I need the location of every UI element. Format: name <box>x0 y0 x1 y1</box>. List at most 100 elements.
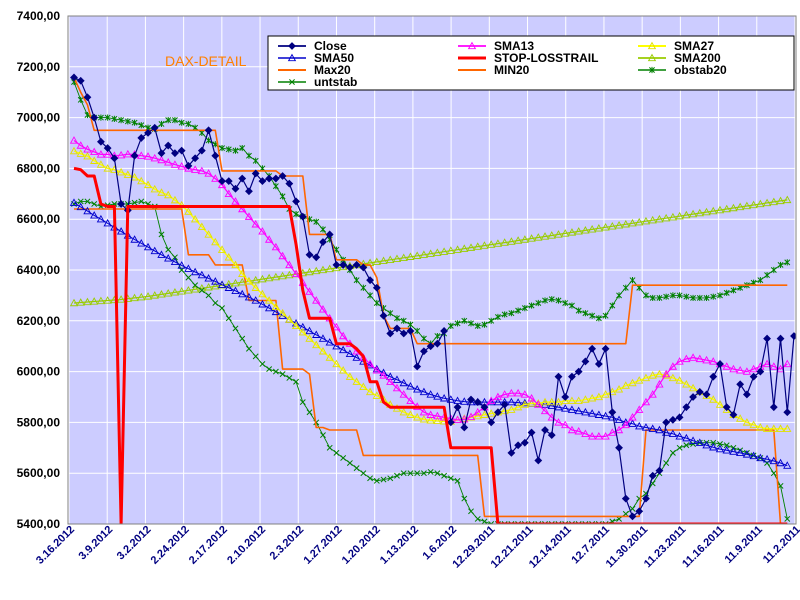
data-point-sma50 <box>722 446 731 454</box>
data-point-sma27 <box>184 207 193 215</box>
data-point-sma50 <box>460 397 469 405</box>
data-point-untstab <box>764 460 771 466</box>
data-point-sma50 <box>69 198 79 206</box>
data-point-sma200 <box>736 202 745 211</box>
data-point-obstab20 <box>494 313 501 321</box>
data-point-obstab20 <box>124 118 131 125</box>
data-point-untstab <box>225 315 232 322</box>
data-point-sma27 <box>655 369 664 378</box>
data-point-untstab <box>306 409 313 416</box>
data-point-sma27 <box>554 397 563 406</box>
data-point-sma27 <box>325 353 334 361</box>
data-point-sma27 <box>527 399 536 407</box>
data-point-obstab20 <box>373 299 380 307</box>
data-point-sma50 <box>641 423 651 431</box>
data-point-sma27 <box>224 252 233 261</box>
data-point-sma200 <box>682 210 691 219</box>
data-point-sma27 <box>365 387 375 396</box>
data-point-obstab20 <box>158 120 165 128</box>
data-point-sma13 <box>473 407 482 416</box>
data-point-sma27 <box>675 376 684 384</box>
data-point-sma200 <box>433 248 442 256</box>
data-point-sma27 <box>709 395 718 403</box>
data-point-untstab <box>353 465 360 472</box>
data-point-sma50 <box>655 425 664 434</box>
data-point-sma13 <box>305 287 314 295</box>
data-point-sma27 <box>621 381 630 389</box>
data-point-sma50 <box>749 451 758 460</box>
data-point-sma200 <box>285 270 294 279</box>
data-point-untstab <box>245 345 252 352</box>
data-point-sma50 <box>312 330 321 338</box>
data-point-sma200 <box>143 292 153 300</box>
data-point-sma50 <box>729 447 738 455</box>
data-point-obstab20 <box>777 261 784 269</box>
y-tick-label: 6200,00 <box>17 314 61 328</box>
data-point-sma200 <box>379 256 388 265</box>
data-point-sma50 <box>177 261 186 269</box>
data-point-sma27 <box>157 188 166 196</box>
data-point-close <box>668 415 677 424</box>
data-point-obstab20 <box>663 293 670 300</box>
data-point-sma50 <box>419 387 429 396</box>
data-point-close <box>399 329 408 338</box>
data-point-close <box>722 403 731 412</box>
data-point-sma50 <box>507 397 516 406</box>
data-point-sma200 <box>688 209 698 218</box>
data-point-sma50 <box>271 307 281 316</box>
data-point-untstab <box>84 198 91 205</box>
data-point-sma13 <box>238 204 247 213</box>
data-point-close <box>453 403 462 412</box>
data-point-sma27 <box>688 383 698 392</box>
data-point-sma200 <box>426 249 435 257</box>
x-axis: 3.16.2012 3.9.2012 3.2.20122.24.20122.17.2… <box>34 524 800 571</box>
data-point-obstab20 <box>118 117 125 124</box>
data-point-close <box>742 390 751 399</box>
data-point-sma13 <box>675 357 684 365</box>
data-point-close <box>601 344 610 353</box>
data-point-close <box>568 372 576 381</box>
data-point-sma13 <box>722 362 731 370</box>
data-point-obstab20 <box>138 122 145 129</box>
data-point-sma200 <box>554 230 563 238</box>
data-point-sma13 <box>190 165 200 173</box>
data-point-obstab20 <box>595 315 602 322</box>
data-point-sma50 <box>76 202 85 211</box>
data-point-sma27 <box>487 409 496 417</box>
data-point-sma27 <box>298 327 307 336</box>
data-point-close <box>547 431 556 440</box>
data-point-sma13 <box>157 155 166 164</box>
data-point-sma200 <box>621 219 630 228</box>
data-point-obstab20 <box>77 96 84 103</box>
data-point-close <box>406 327 415 335</box>
data-point-obstab20 <box>447 322 454 329</box>
data-point-close <box>150 123 159 132</box>
data-point-sma200 <box>460 244 469 252</box>
data-point-sma50 <box>574 406 583 415</box>
data-point-sma50 <box>90 211 99 219</box>
data-point-sma50 <box>318 334 328 342</box>
x-tick-label: 11.16.2011 <box>680 524 727 571</box>
data-point-sma50 <box>702 440 711 449</box>
data-point-sma200 <box>238 277 247 286</box>
data-point-close <box>574 367 583 376</box>
series-line-min20 <box>74 208 788 524</box>
data-point-untstab <box>501 521 508 524</box>
data-point-obstab20 <box>696 294 703 302</box>
data-point-sma27 <box>628 378 637 387</box>
data-point-close <box>70 73 78 82</box>
data-point-sma13 <box>332 322 341 331</box>
data-point-obstab20 <box>602 312 609 319</box>
data-point-sma200 <box>513 236 523 244</box>
data-point-sma27 <box>500 406 509 415</box>
data-point-sma200 <box>83 297 92 306</box>
data-point-sma50 <box>217 280 227 288</box>
data-point-sma27 <box>413 412 422 421</box>
data-point-untstab <box>723 442 730 449</box>
data-point-sma27 <box>762 424 772 432</box>
data-point-close <box>332 261 341 269</box>
data-point-obstab20 <box>178 119 185 126</box>
data-point-obstab20 <box>488 317 495 324</box>
data-point-sma27 <box>96 160 106 168</box>
